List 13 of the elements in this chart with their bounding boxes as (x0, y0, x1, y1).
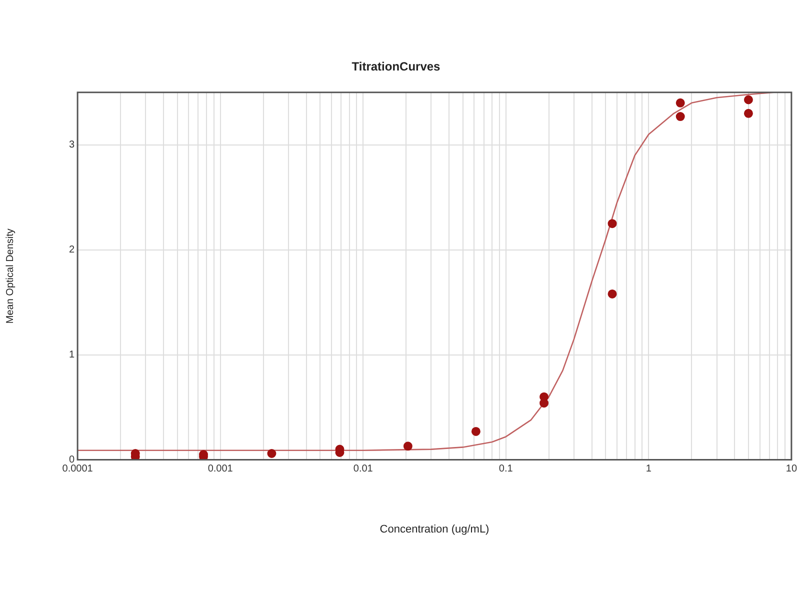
y-tick-label: 1 (69, 350, 75, 361)
x-tick-label: 0.001 (208, 464, 234, 475)
x-axis-title: Concentration (ug/mL) (380, 523, 490, 536)
x-tick-label: 1 (646, 464, 652, 475)
y-tick-label: 2 (69, 244, 75, 256)
chart-title: TitrationCurves (352, 60, 441, 74)
x-tick-label: 10 (786, 464, 798, 475)
x-tick-label: 0.1 (498, 464, 514, 475)
y-tick-label: 0 (69, 454, 75, 466)
x-tick-label: 0.0001 (62, 464, 94, 475)
y-axis-title: Mean Optical Density (4, 228, 16, 324)
x-tick-label: 0.01 (353, 464, 374, 475)
y-tick-label: 3 (69, 140, 75, 151)
